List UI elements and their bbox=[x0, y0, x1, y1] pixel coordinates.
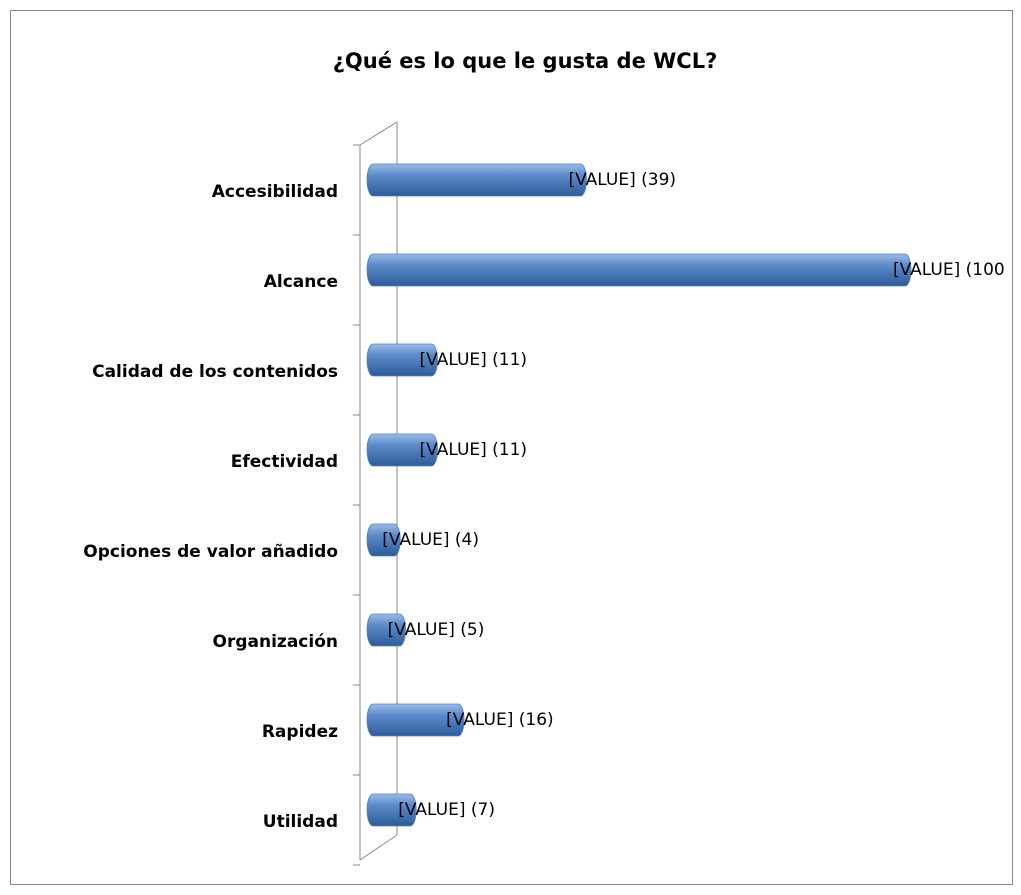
data-label: [VALUE] (11) bbox=[420, 440, 528, 460]
data-label: [VALUE] (11) bbox=[420, 350, 528, 370]
data-label: [VALUE] (100 bbox=[893, 260, 1005, 280]
chart-frame bbox=[10, 10, 1013, 885]
y-tick-label: Efectividad bbox=[231, 452, 338, 472]
data-label: [VALUE] (5) bbox=[388, 620, 485, 640]
y-tick-label: Calidad de los contenidos bbox=[92, 362, 338, 382]
bar bbox=[366, 253, 912, 287]
bar bbox=[366, 793, 417, 827]
y-tick-label: Rapidez bbox=[262, 722, 338, 742]
data-label: [VALUE] (7) bbox=[398, 800, 495, 820]
y-tick-label: Alcance bbox=[264, 272, 338, 292]
data-label: [VALUE] (39) bbox=[568, 170, 676, 190]
chart-title: ¿Qué es lo que le gusta de WCL? bbox=[333, 49, 718, 73]
y-tick-label: Organización bbox=[213, 632, 338, 652]
data-label: [VALUE] (4) bbox=[382, 530, 479, 550]
bar bbox=[366, 343, 438, 377]
bar bbox=[366, 163, 587, 197]
data-label: [VALUE] (16) bbox=[446, 710, 554, 730]
bar bbox=[366, 433, 438, 467]
y-tick-label: Accesibilidad bbox=[212, 182, 338, 202]
bar bbox=[366, 613, 406, 647]
bar bbox=[366, 703, 465, 737]
bar bbox=[366, 523, 401, 557]
y-tick-label: Utilidad bbox=[263, 812, 338, 832]
y-tick-label: Opciones de valor añadido bbox=[83, 542, 338, 562]
